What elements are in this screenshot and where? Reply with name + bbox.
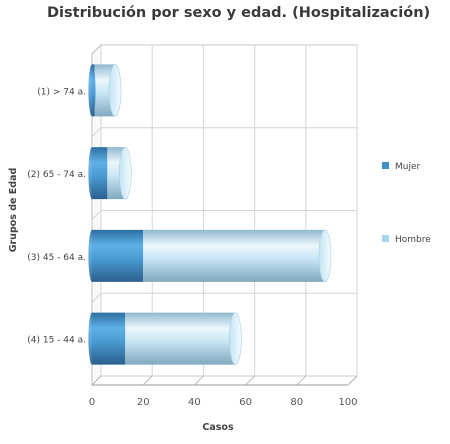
legend-swatch-hombre bbox=[382, 235, 389, 242]
x-tick-label: 100 bbox=[338, 397, 357, 408]
band-separator-depth bbox=[91, 292, 102, 303]
y-tick-label: (2) 65 - 74 a. bbox=[27, 170, 86, 180]
bar-end-cap bbox=[118, 146, 132, 200]
legend-swatch-mujer bbox=[382, 162, 389, 169]
bar-left-cap bbox=[88, 312, 96, 365]
bar-end-cap bbox=[229, 312, 242, 365]
bar-left-cap bbox=[88, 229, 96, 282]
legend-label-hombre: Hombre bbox=[395, 235, 431, 245]
x-tick-label: 20 bbox=[137, 397, 150, 408]
bar-hombre bbox=[125, 312, 236, 365]
floor-line bbox=[245, 375, 255, 386]
y-tick-label: (4) 15 - 44 a. bbox=[27, 336, 86, 346]
y-tick-label: (1) > 74 a. bbox=[37, 87, 86, 97]
bar-left-cap bbox=[88, 64, 96, 117]
bar-mujer bbox=[92, 312, 126, 365]
bar-hombre bbox=[143, 229, 325, 282]
band-separator-depth bbox=[91, 210, 102, 220]
bar-mujer bbox=[92, 147, 108, 200]
y-tick-label: (3) 45 - 64 a. bbox=[27, 253, 86, 263]
x-tick-label: 40 bbox=[188, 397, 201, 408]
chart-title: Distribución por sexo y edad. (Hospitali… bbox=[47, 5, 431, 21]
bar-left-cap bbox=[88, 147, 96, 200]
y-axis-title: Grupos de Edad bbox=[8, 168, 19, 253]
floor-line bbox=[194, 375, 204, 386]
x-tick-label: 80 bbox=[290, 397, 303, 408]
floor-line bbox=[296, 375, 307, 386]
floor-edge bbox=[347, 375, 358, 386]
bar-end-cap bbox=[108, 64, 122, 117]
x-axis-title: Casos bbox=[202, 422, 234, 433]
floor-line bbox=[142, 375, 153, 386]
legend-label-mujer: Mujer bbox=[395, 162, 421, 172]
band-separator-depth bbox=[91, 127, 102, 138]
floor-line bbox=[91, 375, 102, 386]
bar-mujer bbox=[92, 229, 144, 282]
x-tick-label: 60 bbox=[239, 397, 252, 408]
bar-end-cap bbox=[318, 229, 332, 283]
x-tick-label: 0 bbox=[89, 397, 95, 408]
